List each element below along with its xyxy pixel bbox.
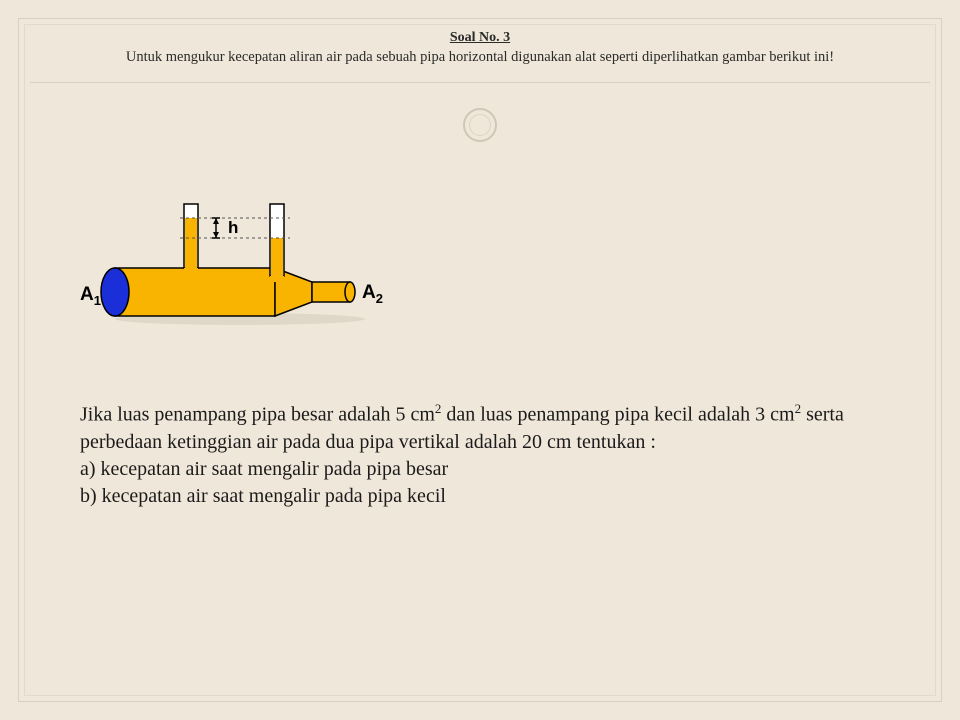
label-a1: A [80, 284, 94, 305]
slide-header: Soal No. 3 Untuk mengukur kecepatan alir… [30, 24, 930, 83]
body-p1a: Jika luas penampang pipa besar adalah 5 … [80, 404, 435, 426]
question-b: b) kecepatan air saat mengalir pada pipa… [80, 485, 446, 507]
problem-description: Untuk mengukur kecepatan aliran air pada… [90, 48, 870, 68]
problem-body: Jika luas penampang pipa besar adalah 5 … [80, 400, 860, 510]
question-a: a) kecepatan air saat mengalir pada pipa… [80, 458, 448, 480]
decor-circle [463, 108, 497, 142]
label-h: h [228, 218, 238, 237]
label-a2-sub: 2 [376, 291, 383, 306]
label-a2: A [362, 282, 376, 303]
svg-text:A1: A1 [80, 284, 101, 308]
label-a1-sub: 1 [94, 293, 101, 308]
svg-text:A2: A2 [362, 282, 383, 306]
body-p1b: dan luas penampang pipa kecil adalah 3 c… [441, 404, 794, 426]
venturi-diagram: h A1 A2 [80, 190, 400, 340]
problem-number: Soal No. 3 [90, 30, 870, 46]
